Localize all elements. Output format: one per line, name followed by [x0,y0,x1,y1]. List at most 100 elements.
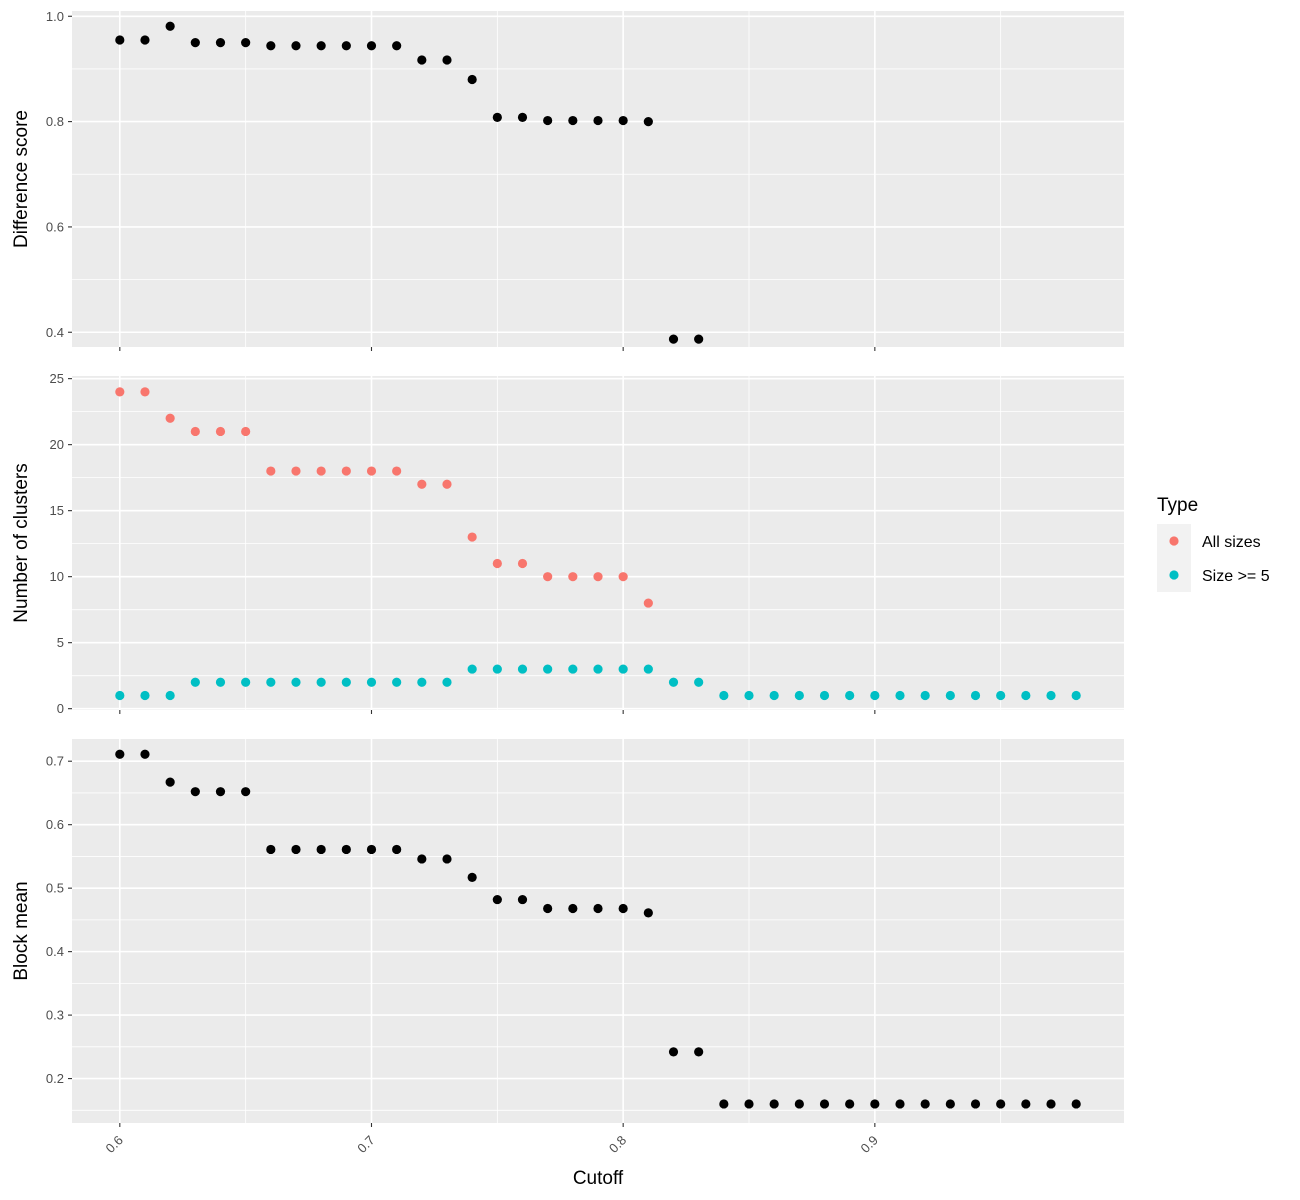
data-point [870,690,880,701]
data-point [719,1099,729,1109]
data-point [618,903,628,914]
data-point [643,664,653,674]
data-point [266,466,276,476]
data-point [920,1099,930,1109]
data-point [442,854,452,864]
data-point [266,677,276,687]
data-point [291,466,301,476]
data-point [417,677,427,687]
y-tick-label: 0.6 [46,219,64,234]
data-point [366,41,377,51]
data-point [920,690,930,701]
data-point [845,1099,855,1109]
legend-label-all-sizes: All sizes [1202,534,1261,551]
y-tick-label: 1.0 [46,9,64,24]
data-point [517,894,528,905]
data-point [694,334,704,344]
data-point [1021,1099,1031,1109]
data-point [517,558,528,569]
data-point [241,426,251,437]
data-point [694,1047,704,1057]
data-point [769,1099,779,1109]
data-point [568,115,578,126]
data-point [115,387,125,397]
y-tick-label: 0.4 [46,325,64,340]
data-point [215,677,226,687]
data-point [417,55,427,65]
data-point [492,664,502,674]
panels-layer: 0.4 0.6 0.8 1.0 Difference score 0 5 10 15 20 25 Nu… [11,9,1124,1189]
data-point [316,41,326,51]
panel-1: 0.4 0.6 0.8 1.0 Difference score [11,9,1124,351]
y-tick-label: 0.3 [46,1008,64,1023]
data-point [618,664,628,674]
data-point [769,690,779,701]
data-point [794,1099,804,1109]
data-point [1071,1099,1081,1109]
y-tick-label: 0.8 [46,114,64,129]
data-point [316,844,326,855]
legend-title: Type [1157,495,1198,516]
data-point [165,413,175,423]
data-point [392,677,402,687]
data-point [593,572,603,582]
y-tick-label: 0.7 [46,754,64,769]
data-point [366,677,377,687]
data-point [442,677,452,687]
data-point [140,690,150,701]
data-point [719,690,729,701]
y-tick-label: 5 [57,635,64,650]
data-point [417,479,427,489]
data-point [115,749,125,759]
x-axis-title: Cutoff [573,1168,624,1189]
y-axis-title: Number of clusters [11,463,32,622]
data-point [366,844,377,855]
data-point [568,903,578,914]
data-point [291,844,301,855]
data-point [190,37,200,48]
data-point [543,664,553,674]
data-point [215,426,226,437]
data-point [215,37,226,48]
x-tick-label: 0.7 [354,1133,377,1156]
data-point [392,41,402,51]
data-point [492,558,502,569]
data-point [996,1099,1006,1109]
data-point [316,466,326,476]
data-point [643,116,653,127]
data-point [794,690,804,701]
data-point [165,690,175,701]
data-point [568,572,578,582]
data-point [970,690,981,701]
data-point [517,664,528,674]
data-point [241,677,251,687]
data-point [341,844,351,855]
data-point [341,41,351,51]
y-tick-label: 20 [50,437,64,452]
data-point [970,1099,981,1109]
y-tick-label: 0.5 [46,881,64,896]
data-point [819,690,830,701]
data-point [442,479,452,489]
data-point [392,844,402,855]
y-tick-label: 25 [50,371,64,386]
legend: Type All sizes Size >= 5 [1157,495,1270,592]
data-point [316,677,326,687]
data-point [1071,690,1081,701]
data-point [366,466,377,476]
series-1 [115,387,653,608]
panel-background [72,11,1124,347]
data-point [895,1099,905,1109]
data-point [215,787,226,797]
data-point [694,677,704,687]
data-point [492,112,502,122]
y-axis-title: Block mean [11,881,32,980]
data-point [492,894,502,905]
data-point [467,74,477,85]
series-1 [115,749,1081,1109]
data-point [241,787,251,797]
data-point [744,1099,754,1109]
data-point [467,872,477,882]
data-point [291,41,301,51]
data-point [945,690,955,701]
